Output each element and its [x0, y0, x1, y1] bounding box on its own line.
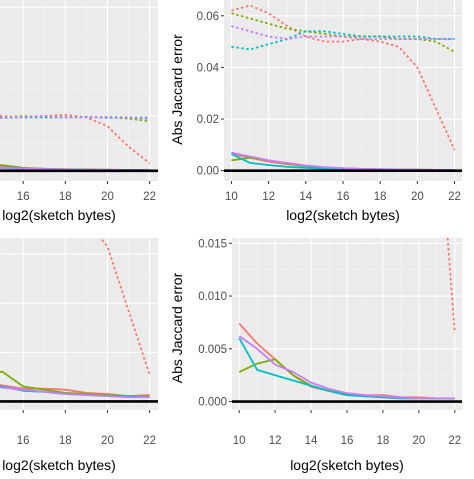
- x-tick-label: 16: [17, 191, 30, 203]
- plot-area: [224, 0, 462, 181]
- panel-top-right: 10 12 14 16 18 20 22 0.00 0.02 0.04 0.06 log2(sketc…: [169, 0, 462, 223]
- x-tick-label: 18: [59, 435, 72, 447]
- panel-background: [0, 0, 158, 181]
- plot-area: [232, 238, 462, 410]
- y-tick-label: 0.06: [197, 11, 219, 23]
- x-axis-title: log2(sketch bytes): [286, 207, 400, 223]
- y-tick-label: 0.04: [197, 62, 220, 74]
- series-line-dashed-1: [99, 238, 151, 375]
- x-tick-label: 14: [305, 435, 318, 447]
- x-axis-title: log2(sketch bytes): [290, 457, 404, 473]
- series-line-dashed-1: [446, 238, 456, 334]
- y-tick-label: 0.000: [198, 397, 227, 409]
- x-tick-label: 12: [262, 191, 275, 203]
- panel-top-left: 16 18 20 22 log2(sketch bytes): [0, 0, 158, 223]
- x-axis-title: log2(sketch bytes): [2, 207, 116, 223]
- y-tick-label: 0.00: [197, 166, 219, 178]
- y-axis-title: Abs Jaccard error: [169, 272, 185, 383]
- x-tick-label: 16: [341, 435, 354, 447]
- x-tick-label: 18: [377, 435, 390, 447]
- series-line-dashed-1: [231, 4, 456, 151]
- x-tick-label: 16: [17, 435, 30, 447]
- series-line-dashed-2: [0, 115, 150, 123]
- y-tick-label: 0.015: [198, 238, 227, 250]
- x-tick-label: 12: [269, 435, 282, 447]
- y-tick-label: 0.02: [197, 114, 219, 126]
- x-tick-label: 22: [448, 191, 461, 203]
- series-line-solid-5: [238, 335, 455, 400]
- y-tick-label: 0.005: [198, 344, 227, 356]
- x-tick-label: 22: [448, 435, 461, 447]
- x-tick-label: 20: [101, 435, 114, 447]
- x-tick-label: 10: [225, 191, 238, 203]
- panel-bottom-right: 10 12 14 16 18 20 22 0.000 0.005 0.010 0.015 log2(s…: [169, 238, 462, 473]
- x-tick-label: 20: [101, 191, 114, 203]
- x-tick-label: 10: [233, 435, 246, 447]
- y-tick-label: 0.010: [198, 291, 227, 303]
- x-tick-label: 22: [143, 435, 156, 447]
- x-tick-label: 18: [59, 191, 72, 203]
- y-axis-title: Abs Jaccard error: [169, 34, 185, 145]
- series-line-dashed-1: [0, 113, 151, 164]
- x-tick-label: 20: [411, 191, 424, 203]
- x-tick-label: 16: [337, 191, 350, 203]
- plot-area: [0, 0, 158, 181]
- x-tick-label: 14: [299, 191, 312, 203]
- plot-area: [0, 238, 158, 410]
- panel-bottom-left: 16 18 20 22 log2(sketch bytes): [0, 238, 158, 473]
- panel-background: [0, 238, 158, 410]
- x-tick-label: 18: [374, 191, 387, 203]
- x-tick-label: 20: [412, 435, 425, 447]
- x-tick-label: 22: [143, 191, 156, 203]
- x-axis-title: log2(sketch bytes): [2, 457, 116, 473]
- series-line-solid-5: [0, 386, 150, 399]
